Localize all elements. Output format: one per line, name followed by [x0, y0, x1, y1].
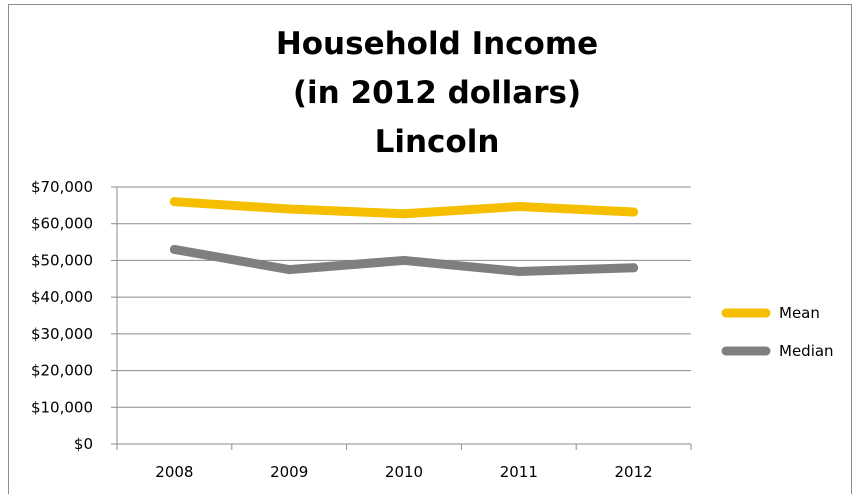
chart-title: Household Income (in 2012 dollars) Linco… [276, 26, 598, 160]
chart-title-line-3: Lincoln [375, 124, 500, 160]
y-tick-label: $50,000 [31, 251, 93, 269]
chart-title-line-2: (in 2012 dollars) [293, 75, 581, 111]
data-point-median [284, 265, 294, 275]
legend-item-median: Median [721, 342, 834, 360]
x-tick-label: 2011 [500, 463, 538, 481]
data-point-median [169, 244, 179, 254]
y-tick-label: $40,000 [31, 288, 93, 306]
x-tick-label: 2008 [155, 463, 193, 481]
axes [116, 187, 692, 450]
gridlines [111, 186, 691, 445]
chart-frame [8, 4, 852, 494]
legend-label: Mean [779, 304, 820, 322]
data-point-mean [399, 209, 409, 219]
data-point-mean [169, 197, 179, 207]
data-point-mean [629, 207, 639, 217]
data-point-mean [284, 204, 294, 214]
x-tick-label: 2012 [615, 463, 653, 481]
legend-item-mean: Mean [721, 304, 820, 322]
y-tick-label: $60,000 [31, 215, 93, 233]
y-tick-label: $10,000 [31, 398, 93, 416]
series-lines [169, 197, 639, 276]
y-tick-label: $30,000 [31, 325, 93, 343]
data-point-mean [514, 201, 524, 211]
y-tick-label: $20,000 [31, 362, 93, 380]
data-point-median [399, 255, 409, 265]
y-axis-tick-labels: $0 $10,000 $20,000 $30,000 $40,000 $50,000 $60… [31, 178, 93, 453]
y-tick-label: $0 [74, 435, 93, 453]
x-axis-tick-labels: 2008 2009 2010 2011 2012 [155, 463, 652, 481]
data-point-median [629, 263, 639, 273]
legend-label: Median [779, 342, 834, 360]
y-tick-label: $70,000 [31, 178, 93, 196]
legend: Mean Median [721, 304, 834, 360]
chart-title-line-1: Household Income [276, 26, 598, 62]
data-point-median [514, 266, 524, 276]
x-tick-label: 2010 [385, 463, 423, 481]
x-tick-label: 2009 [270, 463, 308, 481]
